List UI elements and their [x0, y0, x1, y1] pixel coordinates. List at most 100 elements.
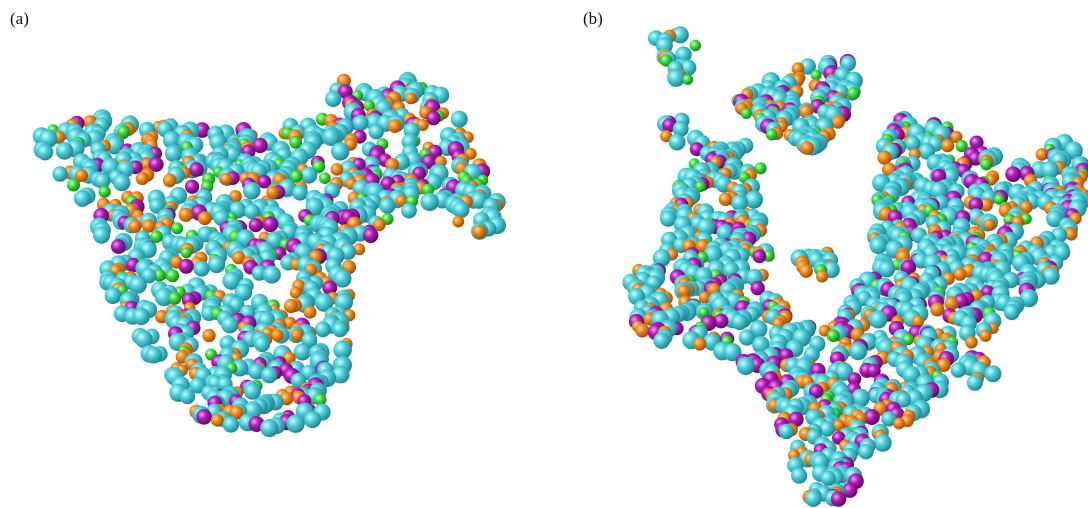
atom — [870, 237, 887, 254]
atom — [874, 434, 892, 452]
atom — [879, 261, 896, 278]
atom — [52, 166, 67, 181]
atom — [472, 225, 486, 239]
atom — [208, 256, 225, 273]
atom — [719, 192, 733, 206]
atom — [163, 174, 177, 188]
atom — [166, 269, 179, 282]
atom — [388, 119, 402, 133]
atom — [136, 172, 149, 185]
atom — [196, 409, 212, 425]
atom — [261, 367, 278, 384]
atom — [766, 129, 778, 141]
atom — [319, 172, 331, 184]
atom — [249, 218, 263, 232]
panel-label: (a) — [10, 9, 29, 28]
atom — [682, 74, 693, 85]
atom — [944, 296, 958, 310]
atom — [223, 416, 239, 432]
atom — [811, 70, 822, 81]
atom — [181, 247, 192, 258]
atom — [732, 314, 748, 330]
atom — [185, 180, 199, 194]
atom — [254, 336, 270, 352]
atom — [979, 330, 991, 342]
atom — [128, 220, 141, 233]
atom — [284, 299, 298, 313]
atom — [352, 115, 368, 131]
atom — [332, 322, 348, 338]
atom — [37, 144, 53, 160]
atom — [980, 158, 992, 170]
atom — [179, 259, 194, 274]
atom — [202, 329, 215, 342]
atom — [180, 389, 195, 404]
atom — [847, 87, 860, 100]
atom — [244, 383, 261, 400]
atom — [799, 264, 813, 278]
atom — [669, 134, 686, 151]
atom — [291, 329, 304, 342]
atom — [1004, 304, 1020, 320]
atom — [827, 329, 840, 342]
atom — [869, 311, 887, 329]
atom — [304, 411, 321, 428]
atom — [369, 124, 384, 139]
atom — [401, 203, 417, 219]
atom — [331, 163, 344, 176]
atom — [105, 287, 122, 304]
atom — [189, 162, 204, 177]
atom — [893, 418, 905, 430]
atom — [451, 111, 468, 128]
atom — [420, 193, 438, 211]
atom — [193, 261, 209, 277]
atom — [967, 375, 983, 391]
atom — [737, 357, 755, 375]
atom — [821, 471, 836, 486]
atom — [263, 216, 279, 232]
atom — [635, 324, 649, 338]
figure: (a) (b) — [0, 0, 1088, 508]
atom — [800, 141, 814, 155]
atom — [965, 336, 978, 349]
atom — [779, 424, 794, 439]
atom — [690, 40, 701, 51]
atom — [452, 216, 464, 228]
atom — [292, 185, 308, 201]
atom — [1005, 166, 1021, 182]
atom — [67, 179, 80, 192]
atom — [99, 186, 111, 198]
atom — [805, 490, 822, 507]
atom — [877, 151, 891, 165]
atom — [165, 145, 183, 163]
atom — [113, 174, 130, 191]
atom — [753, 249, 767, 263]
atom — [171, 222, 183, 234]
atom — [243, 182, 261, 200]
atom — [198, 211, 212, 225]
atom — [453, 201, 470, 218]
atom — [941, 139, 954, 152]
atom — [304, 306, 317, 319]
atom — [325, 91, 341, 107]
atom — [179, 208, 193, 222]
atom — [741, 108, 752, 119]
atom — [111, 239, 126, 254]
atom — [211, 414, 224, 427]
atom — [300, 167, 317, 184]
atom — [858, 444, 873, 459]
atom — [168, 292, 181, 305]
molecular-rendering — [33, 26, 1088, 507]
atom — [56, 142, 74, 160]
atom — [220, 173, 232, 185]
atom — [74, 190, 91, 207]
atom — [693, 337, 706, 350]
atom — [133, 308, 150, 325]
atom — [260, 419, 278, 437]
atom — [951, 362, 966, 377]
atom — [849, 342, 867, 360]
atom — [93, 227, 110, 244]
atom — [984, 219, 996, 231]
atom — [667, 69, 685, 87]
atom — [379, 198, 395, 214]
